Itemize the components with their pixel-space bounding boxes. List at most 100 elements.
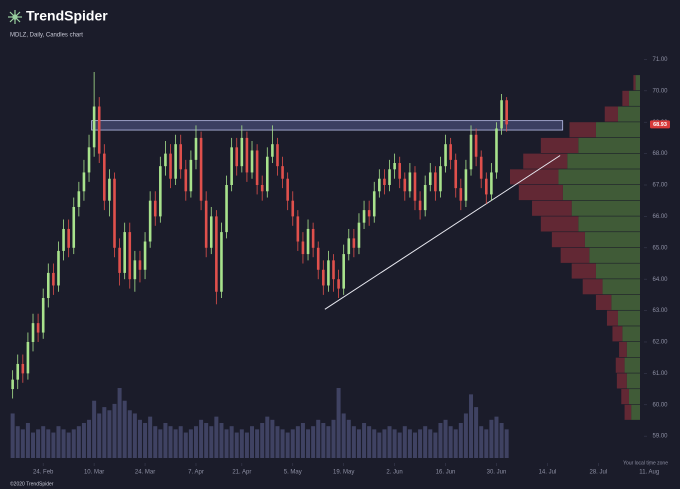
volume-bar xyxy=(132,413,137,458)
volume-bar xyxy=(178,426,183,458)
candle-body xyxy=(281,166,284,179)
candle-body xyxy=(153,200,157,217)
profile-down xyxy=(604,106,618,122)
volume-bar xyxy=(163,423,168,458)
candle-body xyxy=(255,150,259,185)
volume-bar xyxy=(423,426,428,458)
candle-body xyxy=(77,191,81,207)
candle-body xyxy=(52,272,55,286)
candle-body xyxy=(159,166,162,217)
profile-up xyxy=(611,294,640,310)
volume-bar xyxy=(117,388,122,458)
volume-bar xyxy=(326,426,331,458)
chart-title: MDLZ, Daily, Candles chart xyxy=(10,33,83,39)
x-tick-label: 24. Feb xyxy=(33,470,54,476)
profile-up xyxy=(578,216,640,232)
candle-body xyxy=(286,178,289,201)
candle-body xyxy=(138,260,142,270)
volume-bar xyxy=(209,426,214,458)
volume-bar xyxy=(204,423,209,458)
candle-body xyxy=(322,269,325,286)
volume-bar xyxy=(270,419,275,458)
volume-bar xyxy=(494,416,499,458)
candle-body xyxy=(235,147,239,167)
candle-body xyxy=(21,363,25,374)
volume-bar xyxy=(458,423,463,458)
profile-down xyxy=(518,185,563,201)
volume-bar xyxy=(51,432,56,458)
volume-bar xyxy=(61,429,66,458)
candle-body xyxy=(31,323,35,342)
volume-bar xyxy=(474,407,479,458)
candle-body xyxy=(189,159,193,192)
profile-down xyxy=(619,341,627,358)
volume-bar xyxy=(463,413,468,458)
candle-body xyxy=(484,178,488,195)
candle-body xyxy=(143,241,147,270)
volume-bar xyxy=(97,413,102,458)
volume-bar xyxy=(199,419,204,458)
volume-bar xyxy=(158,429,163,458)
profile-down xyxy=(633,75,636,91)
y-tick-label: 61.00 xyxy=(652,371,668,377)
candle-body xyxy=(72,206,76,248)
candle-body xyxy=(337,279,340,289)
volume-bar xyxy=(112,403,117,458)
profile-up xyxy=(628,389,640,405)
brand: TrendSpider xyxy=(26,8,108,24)
candle-body xyxy=(474,134,478,157)
y-tick-label: 65.00 xyxy=(652,245,668,251)
volume-bar xyxy=(260,423,265,458)
volume-bar xyxy=(479,426,484,458)
profile-up xyxy=(567,153,640,169)
candle-body xyxy=(199,137,203,201)
volume-bar xyxy=(250,426,255,458)
candle-body xyxy=(469,134,473,170)
candle-body xyxy=(459,188,463,201)
volume-bar xyxy=(229,426,234,458)
profile-down xyxy=(571,263,596,279)
candle-body xyxy=(265,156,269,192)
profile-up xyxy=(626,341,640,358)
candle-body xyxy=(454,159,458,189)
candle-body xyxy=(108,178,111,201)
x-tick-label: 14. Jul xyxy=(539,470,557,476)
candle-body xyxy=(46,272,50,299)
candle-body xyxy=(128,232,132,280)
y-tick-label: 71.00 xyxy=(652,57,668,63)
profile-up xyxy=(626,373,640,389)
candle-body xyxy=(87,147,91,173)
volume-bar xyxy=(20,429,25,458)
volume-bar xyxy=(275,426,280,458)
candle-body xyxy=(378,178,381,192)
candle-body xyxy=(11,379,14,390)
volume-bar xyxy=(183,432,188,458)
volume-bar xyxy=(367,426,372,458)
x-tick-label: 7. Apr xyxy=(188,470,204,476)
volume-bar xyxy=(219,423,224,458)
candle-body xyxy=(103,153,106,201)
volume-bar xyxy=(331,419,336,458)
volume-bar xyxy=(127,410,132,458)
x-tick-label: 19. May xyxy=(333,470,354,476)
candle-body xyxy=(97,106,101,154)
volume-bar xyxy=(428,429,433,458)
profile-down xyxy=(622,90,629,106)
volume-bar xyxy=(193,426,198,458)
volume-bar xyxy=(311,426,316,458)
candle-body xyxy=(464,169,468,201)
candle-body xyxy=(62,228,65,251)
profile-down xyxy=(624,404,632,420)
candle-body xyxy=(342,254,345,289)
volume-bar xyxy=(412,432,417,458)
volume-bar xyxy=(407,429,412,458)
x-tick-label: 16. Jun xyxy=(436,470,456,476)
candle-body xyxy=(444,144,447,167)
candle-body xyxy=(184,169,188,192)
candle-body xyxy=(301,241,305,255)
volume-bar xyxy=(81,423,86,458)
last-price-box xyxy=(650,120,670,129)
trendline xyxy=(324,155,561,310)
profile-up xyxy=(617,310,640,326)
